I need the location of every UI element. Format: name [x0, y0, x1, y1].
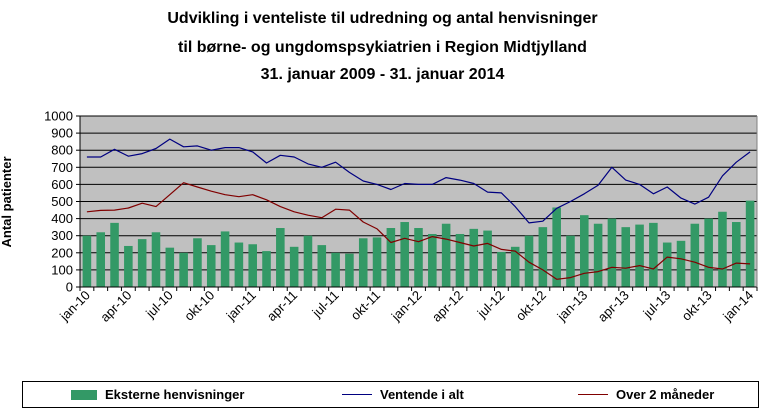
y-axis-label: Antal patienter [0, 156, 14, 247]
bar [220, 231, 230, 287]
bar [289, 246, 299, 287]
bar [358, 238, 368, 287]
x-tick-label: okt-12 [513, 288, 549, 324]
bar [745, 200, 755, 287]
bar [731, 222, 741, 287]
y-tick-label: 0 [66, 280, 73, 295]
bar [124, 245, 133, 287]
bar [428, 233, 437, 287]
bar [566, 235, 575, 287]
bar [248, 244, 257, 287]
bar [151, 232, 161, 287]
x-tick-label: okt-11 [348, 288, 383, 323]
bar [317, 245, 327, 287]
bar [96, 232, 106, 287]
bar [110, 222, 119, 287]
y-tick-label: 200 [51, 245, 73, 260]
x-tick-label: apr-12 [429, 288, 466, 325]
x-tick-label: apr-11 [264, 288, 301, 325]
bar [165, 247, 175, 287]
chart-title-line-3: 31. januar 2009 - 31. januar 2014 [260, 66, 505, 83]
bar [400, 222, 409, 287]
bar [455, 233, 465, 287]
legend-label-waiting-total: Ventende i alt [380, 387, 464, 402]
legend-label-over-2-months: Over 2 måneder [616, 387, 715, 402]
bar [276, 228, 285, 287]
bar [607, 218, 617, 287]
y-tick-label: 600 [51, 177, 73, 192]
y-tick-label: 400 [51, 211, 73, 226]
bar [372, 237, 382, 287]
line-waiting-total [86, 138, 751, 224]
bar [206, 245, 216, 287]
x-tick-label: okt-13 [679, 288, 715, 324]
y-tick-label: 500 [51, 194, 73, 209]
x-tick-label: jan-14 [719, 288, 756, 325]
chart-title-line-1: Udvikling i venteliste til udredning og … [167, 10, 598, 27]
x-tick-label: apr-10 [97, 288, 134, 325]
y-tick-label: 100 [51, 262, 73, 277]
x-tick-label: jul-12 [474, 288, 508, 322]
y-tick-label: 1000 [44, 109, 73, 124]
bar [704, 218, 713, 287]
bar [676, 240, 686, 287]
legend-label-bars: Eksterne henvisninger [105, 387, 245, 402]
bar [414, 228, 423, 287]
bar [690, 223, 700, 287]
bar [524, 235, 534, 287]
bar [510, 246, 520, 287]
x-tick-label: jul-10 [142, 288, 176, 322]
bar [538, 227, 548, 287]
legend-swatch-bars [71, 389, 97, 400]
bar [635, 224, 644, 287]
bar [469, 228, 479, 287]
legend-item-waiting-total: Ventende i alt [342, 382, 464, 407]
x-tick-label: jul-13 [640, 288, 674, 322]
bar [193, 238, 202, 287]
bar [303, 235, 313, 287]
bar [234, 242, 244, 287]
bar [552, 207, 561, 287]
bar [345, 253, 354, 287]
bar [179, 252, 188, 287]
bar [718, 211, 727, 287]
legend-item-over-2-months: Over 2 måneder [578, 382, 714, 407]
bar [137, 239, 147, 287]
x-tick-label: jul-11 [309, 288, 342, 321]
bar [331, 252, 340, 287]
x-tick-label: jan-13 [554, 288, 591, 325]
bar [649, 222, 658, 287]
bar [580, 215, 589, 287]
bar [483, 230, 492, 287]
bar [82, 235, 92, 287]
bar [662, 242, 672, 287]
bar [497, 251, 506, 287]
x-tick-label: apr-13 [595, 288, 632, 325]
bar [621, 227, 631, 287]
x-tick-label: okt-10 [181, 288, 217, 324]
bar [593, 223, 603, 287]
legend-swatch-over-2-months [578, 394, 608, 395]
legend-swatch-waiting-total [342, 394, 372, 395]
bar [386, 228, 396, 287]
x-tick-label: jan-10 [56, 288, 93, 325]
legend: Eksterne henvisninger Ventende i alt Ove… [22, 381, 759, 408]
y-tick-label: 300 [51, 228, 73, 243]
x-tick-label: jan-12 [388, 288, 425, 325]
chart-title-line-2: til børne- og ungdomspsykiatrien i Regio… [178, 39, 587, 56]
legend-item-bars: Eksterne henvisninger [71, 382, 244, 407]
bar [262, 251, 271, 287]
y-tick-label: 700 [51, 160, 73, 175]
line-over-2-months [86, 182, 751, 280]
x-tick-label: jan-11 [223, 288, 259, 324]
bar [441, 223, 451, 287]
y-tick-label: 800 [51, 143, 73, 158]
y-tick-label: 900 [51, 126, 73, 141]
